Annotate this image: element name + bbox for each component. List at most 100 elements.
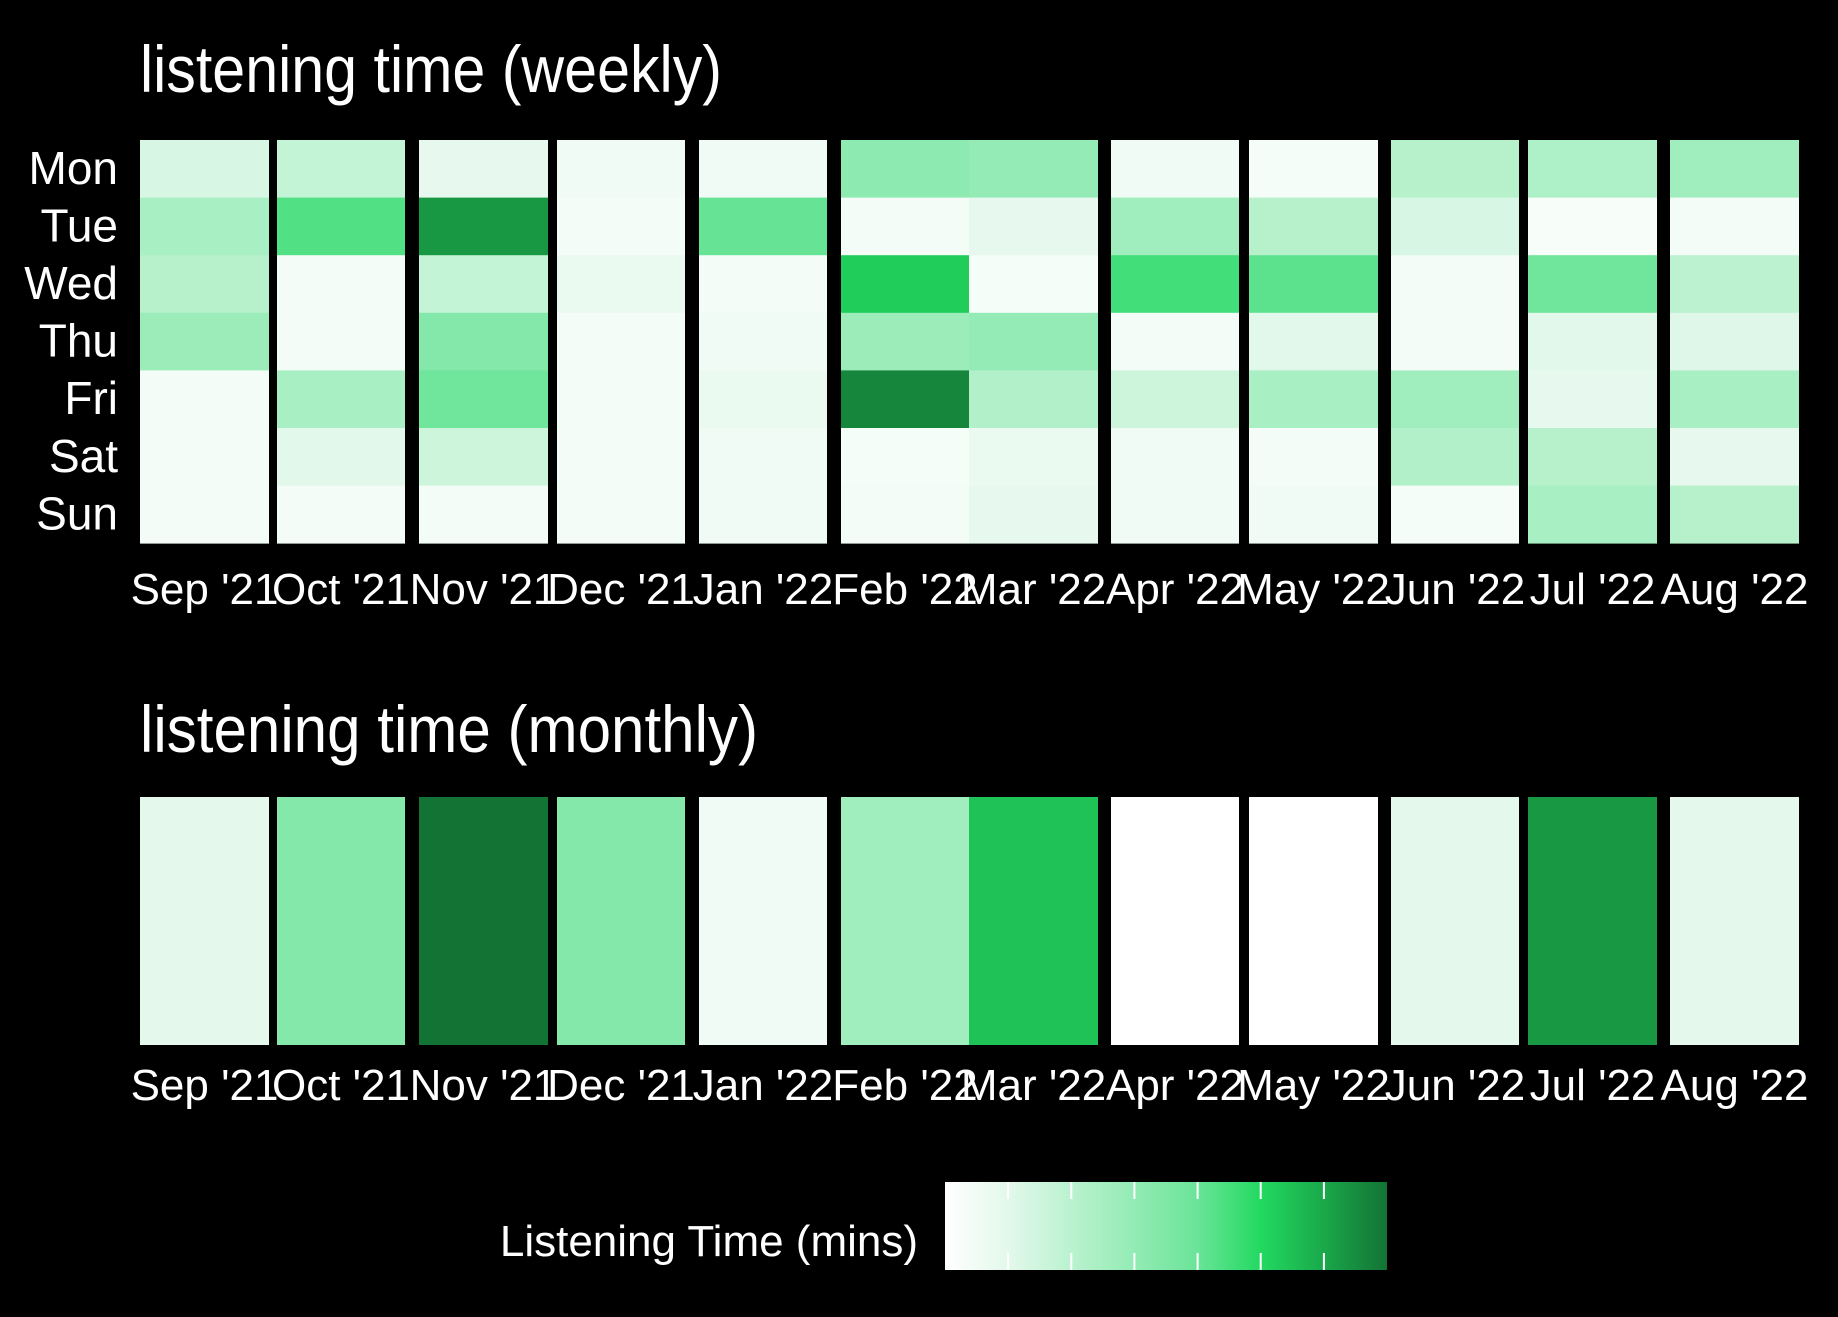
weekly-cell-fri-0	[140, 370, 269, 429]
weekly-cell-wed-3	[557, 255, 685, 314]
weekly-cell-thu-8	[1249, 312, 1378, 371]
weekly-cell-thu-5	[841, 312, 969, 371]
legend-title: Listening Time (mins)	[500, 1217, 918, 1266]
monthly-month-label-8: May '22	[1237, 1061, 1390, 1110]
weekly-cell-fri-2	[419, 370, 548, 429]
weekly-cell-fri-1	[277, 370, 405, 429]
weekly-cell-mon-8	[1249, 140, 1378, 198]
weekly-cell-sun-11	[1670, 485, 1799, 544]
monthly-cell-5	[841, 797, 969, 1045]
weekly-cell-tue-1	[277, 197, 405, 256]
legend-colorbar	[945, 1182, 1387, 1270]
monthly-chart-title: listening time (monthly)	[140, 692, 758, 766]
weekly-month-label-6: Mar '22	[961, 565, 1106, 614]
weekly-cell-fri-7	[1111, 370, 1239, 429]
monthly-cell-1	[277, 797, 405, 1045]
weekly-cell-wed-0	[140, 255, 269, 314]
weekly-cell-thu-6	[969, 312, 1098, 371]
weekly-cell-tue-4	[699, 197, 827, 256]
monthly-month-label-1: Oct '21	[272, 1061, 410, 1110]
weekly-cell-sat-2	[419, 428, 548, 486]
monthly-cell-9	[1391, 797, 1519, 1045]
weekly-cell-sat-5	[841, 428, 969, 486]
weekly-cell-thu-10	[1528, 312, 1657, 371]
weekly-cell-thu-9	[1391, 312, 1519, 371]
weekly-cell-sat-4	[699, 428, 827, 486]
weekly-cell-sun-10	[1528, 485, 1657, 544]
weekly-cell-tue-7	[1111, 197, 1239, 256]
monthly-month-label-0: Sep '21	[131, 1061, 279, 1110]
weekly-cell-thu-2	[419, 312, 548, 371]
weekly-month-label-11: Aug '22	[1661, 565, 1809, 614]
weekly-cell-sun-7	[1111, 485, 1239, 544]
weekly-month-label-9: Jun '22	[1385, 565, 1526, 614]
weekly-cell-sat-10	[1528, 428, 1657, 486]
weekly-cell-mon-1	[277, 140, 405, 198]
monthly-cell-6	[969, 797, 1098, 1045]
weekly-cell-sat-11	[1670, 428, 1799, 486]
weekly-cell-wed-8	[1249, 255, 1378, 314]
weekly-month-label-3: Dec '21	[547, 565, 695, 614]
weekly-cell-tue-5	[841, 197, 969, 256]
weekly-cell-thu-7	[1111, 312, 1239, 371]
weekly-cell-tue-6	[969, 197, 1098, 256]
day-label-sun: Sun	[36, 487, 118, 539]
weekly-cell-sun-4	[699, 485, 827, 544]
monthly-month-label-7: Apr '22	[1106, 1061, 1244, 1110]
weekly-cell-wed-11	[1670, 255, 1799, 314]
weekly-cell-thu-1	[277, 312, 405, 371]
weekly-cell-sat-7	[1111, 428, 1239, 486]
monthly-month-label-3: Dec '21	[547, 1061, 695, 1110]
weekly-cell-mon-5	[841, 140, 969, 198]
day-label-fri: Fri	[64, 372, 118, 424]
weekly-cell-fri-6	[969, 370, 1098, 429]
weekly-cell-sun-6	[969, 485, 1098, 544]
weekly-cell-fri-8	[1249, 370, 1378, 429]
monthly-heatmap	[140, 797, 1799, 1045]
weekly-cell-sat-8	[1249, 428, 1378, 486]
weekly-cell-tue-3	[557, 197, 685, 256]
weekly-cell-wed-4	[699, 255, 827, 314]
weekly-cell-tue-0	[140, 197, 269, 256]
weekly-month-label-10: Jul '22	[1530, 565, 1656, 614]
weekly-cell-tue-10	[1528, 197, 1657, 256]
day-label-thu: Thu	[39, 315, 118, 367]
monthly-month-label-4: Jan '22	[693, 1061, 834, 1110]
weekly-cell-fri-11	[1670, 370, 1799, 429]
monthly-month-label-10: Jul '22	[1530, 1061, 1656, 1110]
weekly-cell-wed-10	[1528, 255, 1657, 314]
monthly-cell-10	[1528, 797, 1657, 1045]
weekly-cell-fri-4	[699, 370, 827, 429]
weekly-month-label-5: Feb '22	[832, 565, 977, 614]
monthly-month-label-9: Jun '22	[1385, 1061, 1526, 1110]
weekly-cell-mon-9	[1391, 140, 1519, 198]
weekly-cell-sun-0	[140, 485, 269, 544]
monthly-month-label-2: Nov '21	[410, 1061, 558, 1110]
monthly-cell-8	[1249, 797, 1378, 1045]
monthly-month-label-6: Mar '22	[961, 1061, 1106, 1110]
weekly-cell-sun-3	[557, 485, 685, 544]
monthly-cell-11	[1670, 797, 1799, 1045]
weekly-cell-fri-3	[557, 370, 685, 429]
weekly-cell-tue-8	[1249, 197, 1378, 256]
weekly-cell-thu-0	[140, 312, 269, 371]
weekly-heatmap	[140, 140, 1799, 544]
day-label-wed: Wed	[24, 257, 118, 309]
weekly-cell-mon-6	[969, 140, 1098, 198]
weekly-cell-fri-9	[1391, 370, 1519, 429]
monthly-month-label-5: Feb '22	[832, 1061, 977, 1110]
monthly-month-label-11: Aug '22	[1661, 1061, 1809, 1110]
weekly-cell-fri-5	[841, 370, 969, 429]
weekly-cell-sat-9	[1391, 428, 1519, 486]
weekly-cell-tue-11	[1670, 197, 1799, 256]
weekly-month-label-0: Sep '21	[131, 565, 279, 614]
monthly-cell-2	[419, 797, 548, 1045]
weekly-month-label-8: May '22	[1237, 565, 1390, 614]
weekly-cell-wed-1	[277, 255, 405, 314]
monthly-cell-7	[1111, 797, 1239, 1045]
weekly-cell-sun-8	[1249, 485, 1378, 544]
weekly-month-label-1: Oct '21	[272, 565, 410, 614]
